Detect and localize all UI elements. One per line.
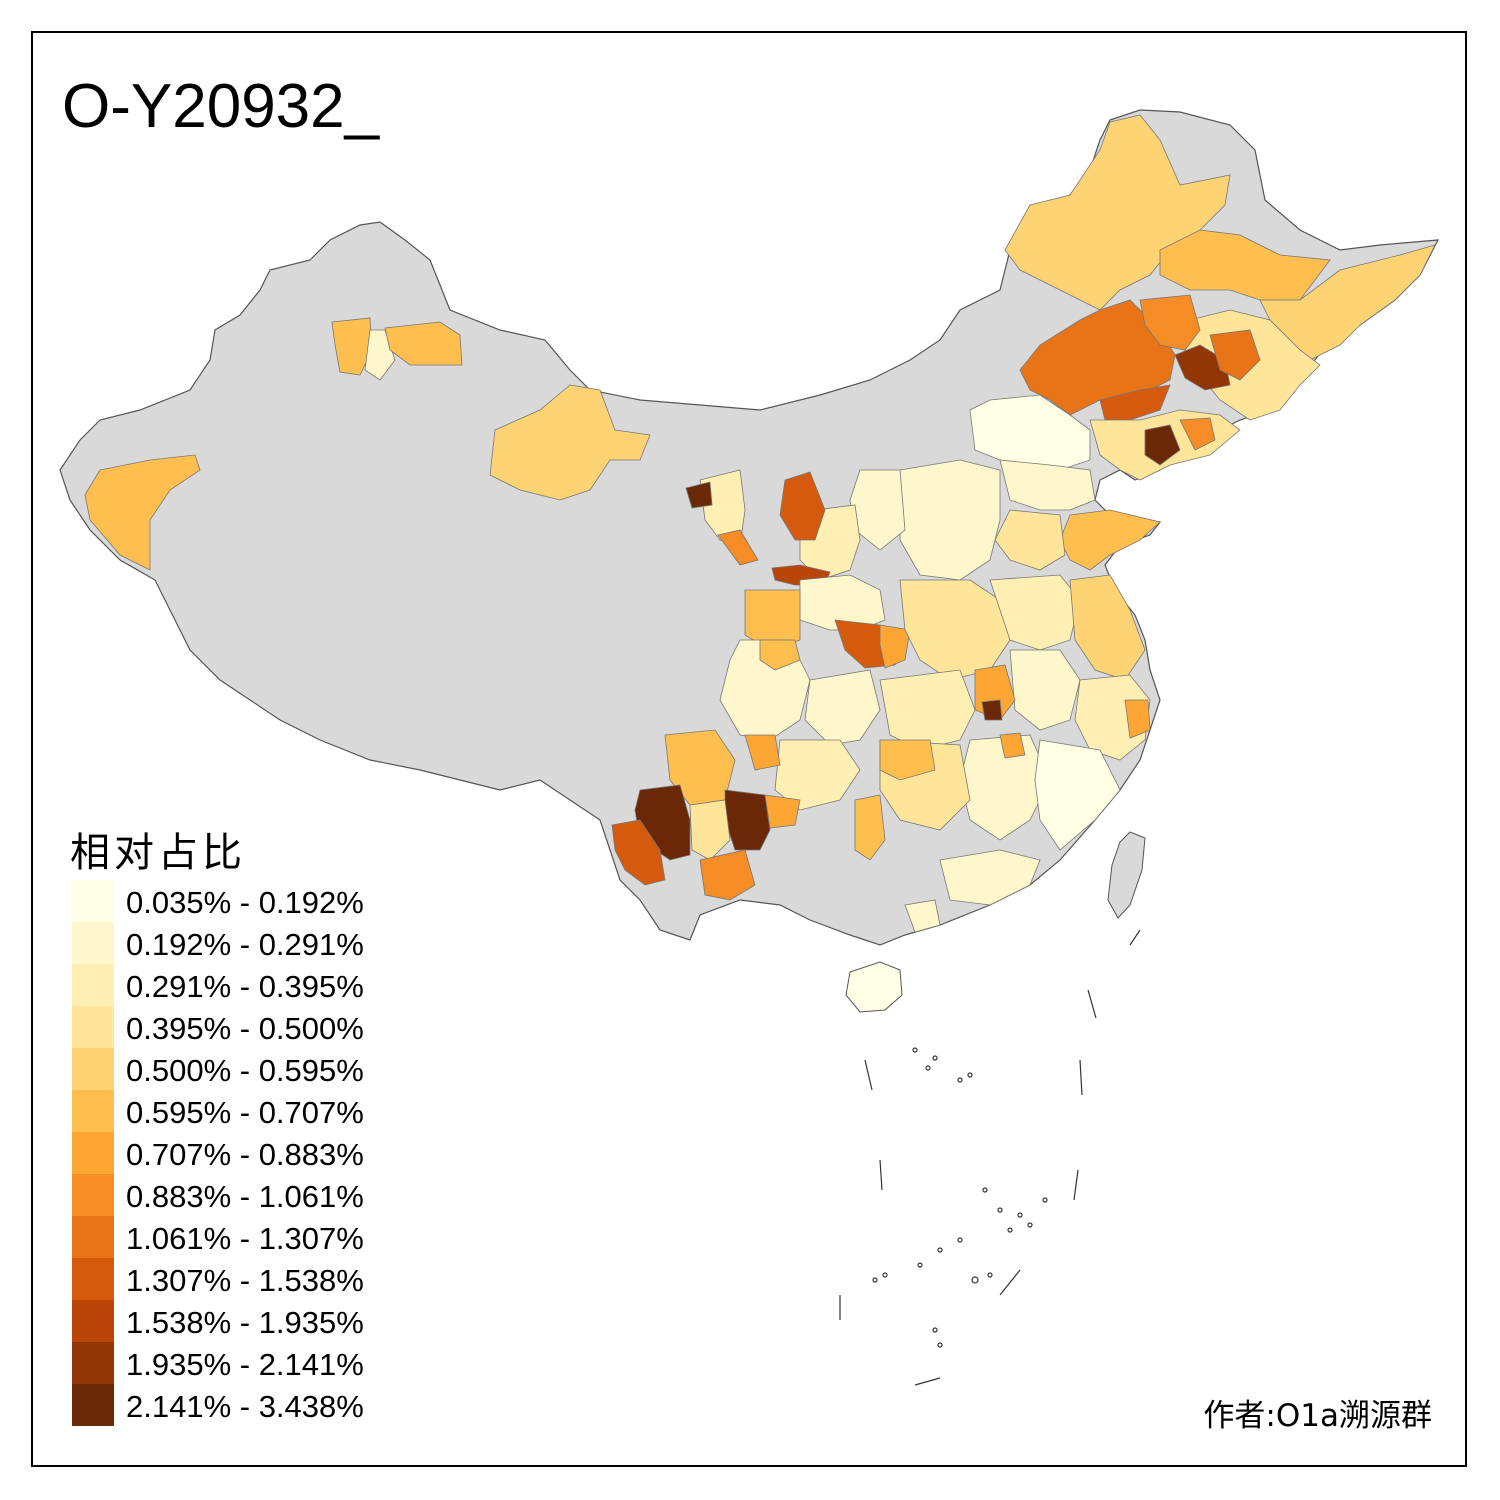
legend-label: 1.061% - 1.307% — [126, 1221, 364, 1256]
region-honghe — [699, 849, 756, 901]
region-chuxiong — [689, 799, 731, 861]
legend-swatch — [72, 1300, 114, 1342]
south-china-sea-islands — [839, 929, 1141, 1386]
region-altay-east — [384, 321, 463, 366]
legend-label: 0.595% - 0.707% — [126, 1095, 364, 1130]
region-jiangsu — [1069, 574, 1146, 681]
region-henan-east — [989, 574, 1081, 651]
region-anhui — [1009, 649, 1081, 731]
region-altay-west — [331, 317, 373, 376]
region-inner-mongolia-central — [969, 394, 1091, 471]
legend-swatch — [72, 1090, 114, 1132]
region-zhanjiang — [904, 899, 941, 933]
region-jiuquan — [685, 481, 713, 509]
legend-swatch — [72, 1342, 114, 1384]
region-ningbo — [1124, 699, 1151, 739]
legend-label: 0.192% - 0.291% — [126, 927, 364, 962]
legend-swatch — [72, 1132, 114, 1174]
region-baotou — [779, 471, 826, 541]
legend-title: 相对占比 — [70, 830, 246, 876]
region-tongliao — [1139, 294, 1201, 351]
region-chongqing — [804, 669, 881, 746]
hainan-island — [845, 961, 903, 1013]
legend-swatch — [72, 1216, 114, 1258]
region-dalian — [1179, 417, 1216, 451]
legend-swatch — [72, 880, 114, 922]
legend-label: 0.395% - 0.500% — [126, 1011, 364, 1046]
region-guizhou — [774, 739, 861, 811]
taiwan-island — [1107, 831, 1146, 919]
legend-swatch — [72, 1384, 114, 1426]
legend-label: 0.291% - 0.395% — [126, 969, 364, 1004]
map-title: O-Y20932_ — [62, 72, 380, 141]
region-shandong — [1059, 509, 1161, 571]
legend-label: 1.935% - 2.141% — [126, 1347, 364, 1382]
region-shenyang — [1144, 424, 1181, 466]
region-nanchang — [999, 732, 1026, 759]
legend-label: 0.707% - 0.883% — [126, 1137, 364, 1172]
region-shanghai-zhejiang — [1074, 674, 1151, 761]
region-chengdu — [759, 639, 801, 671]
legend-label: 0.883% - 1.061% — [126, 1179, 364, 1214]
legend-label: 1.538% - 1.935% — [126, 1305, 364, 1340]
legend-label: 2.141% - 3.438% — [126, 1389, 364, 1424]
legend-label: 0.500% - 0.595% — [126, 1053, 364, 1088]
author-credit: 作者:O1a溯源群 — [1203, 1398, 1432, 1434]
region-fujian — [1034, 739, 1121, 851]
legend-label: 1.307% - 1.538% — [126, 1263, 364, 1298]
region-urumqi — [489, 384, 651, 501]
region-inner-mongolia-east — [1019, 299, 1176, 416]
legend-swatch — [72, 922, 114, 964]
legend-swatch — [72, 1258, 114, 1300]
region-shanxi — [899, 459, 1001, 581]
region-wuhan — [981, 699, 1003, 721]
colored-regions — [84, 114, 1436, 933]
region-shanxi-north — [849, 469, 906, 551]
region-kashgar — [84, 454, 201, 571]
region-hebei-north — [999, 459, 1096, 511]
region-hunan-west — [879, 739, 936, 781]
region-guangxi-south — [854, 794, 886, 861]
region-baoshan — [611, 819, 666, 886]
region-guangdong — [939, 849, 1041, 906]
region-zhangye — [717, 529, 759, 566]
legend-swatch — [72, 1048, 114, 1090]
legend-swatch — [72, 1006, 114, 1048]
legend-swatch — [72, 964, 114, 1006]
region-hubei — [879, 669, 976, 751]
region-altay-central — [364, 329, 396, 381]
region-jilin-city — [1209, 329, 1261, 381]
region-kunming — [724, 789, 771, 851]
region-zunyi — [744, 734, 781, 771]
region-zhaotong — [764, 794, 801, 829]
legend-label: 0.035% - 0.192% — [126, 885, 364, 920]
region-hulunbuir — [1004, 114, 1231, 311]
legend-swatch — [72, 1174, 114, 1216]
